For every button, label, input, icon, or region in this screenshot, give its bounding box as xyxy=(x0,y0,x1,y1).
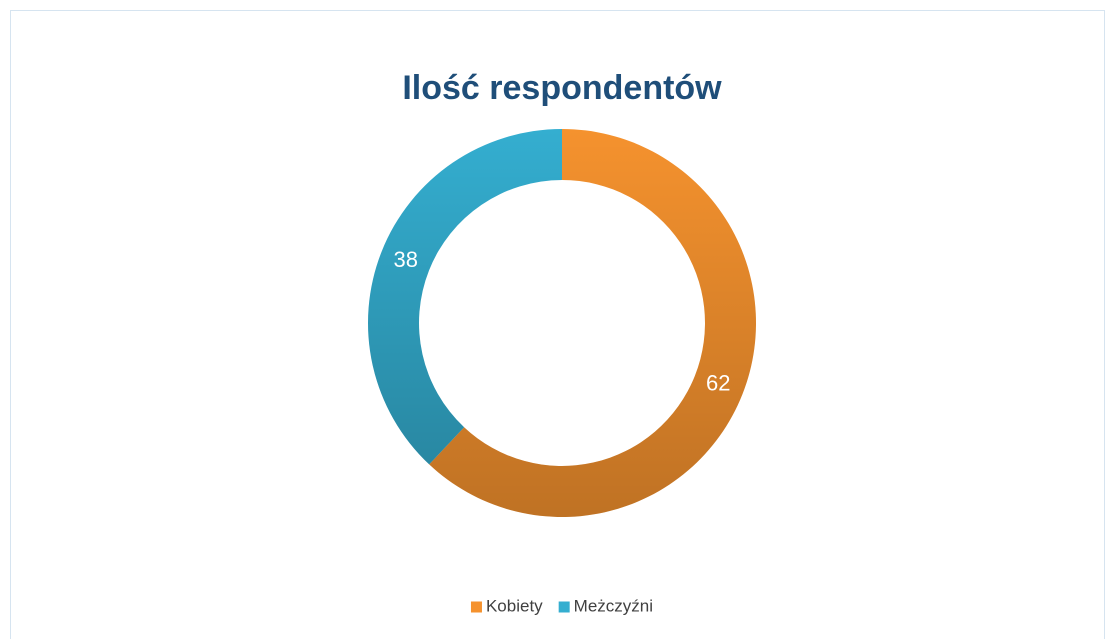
chart-title: Ilość respondentów xyxy=(402,69,722,107)
legend-label: Meżczyźni xyxy=(574,596,653,615)
data-label: 38 xyxy=(394,247,418,272)
legend-swatch xyxy=(470,601,482,613)
data-label: 62 xyxy=(706,371,730,396)
legend-swatch xyxy=(558,601,570,613)
legend-label: Kobiety xyxy=(486,596,543,615)
